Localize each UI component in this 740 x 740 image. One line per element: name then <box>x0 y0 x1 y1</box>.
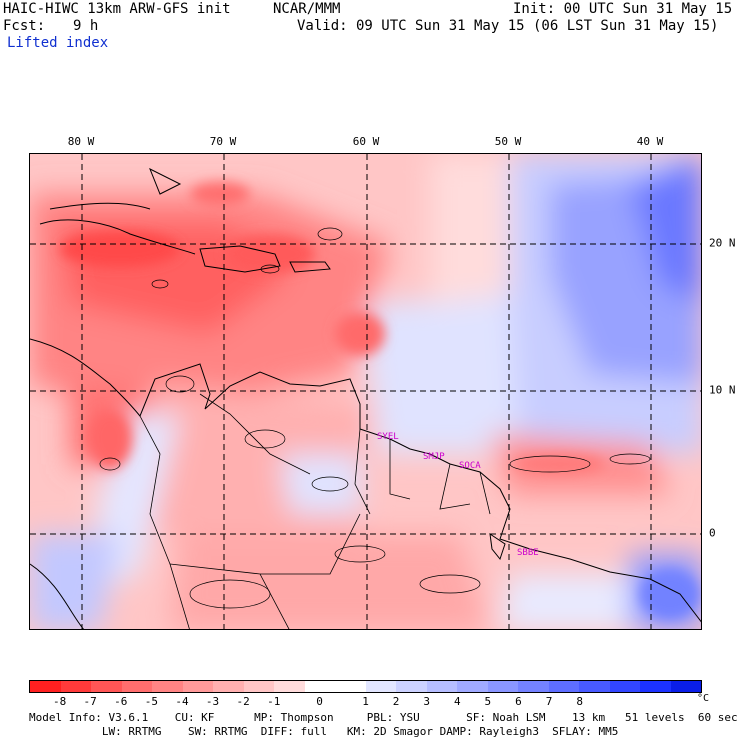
colorbar-tick-label: 0 <box>316 695 323 708</box>
field-name: Lifted index <box>7 35 109 51</box>
colorbar-cell <box>60 681 91 692</box>
colorbar-tick-label: 3 <box>423 695 430 708</box>
lat-label-20n: 20 N <box>709 236 736 250</box>
model-info-line-2: LW: RRTMG SW: RRTMG DIFF: full KM: 2D Sm… <box>29 725 619 738</box>
colorbar-cell <box>396 681 427 692</box>
colorbar-tick-label: -8 <box>52 695 67 708</box>
station-label: SBBE <box>517 548 539 558</box>
forecast-hour: 9 h <box>73 18 99 34</box>
colorbar-tick-label: 8 <box>576 695 583 708</box>
coastlines <box>30 167 701 629</box>
colorbar-tick-label: 6 <box>515 695 522 708</box>
lifted-index-map <box>29 153 702 630</box>
graticule <box>30 154 701 629</box>
colorbar-tick-label: -2 <box>236 695 250 708</box>
colorbar-cell <box>487 681 518 692</box>
lon-label-60w: 60 W <box>352 135 380 148</box>
lat-label-10n: 10 N <box>709 383 736 397</box>
colorbar-cell <box>182 681 213 692</box>
colorbar-cell <box>518 681 549 692</box>
station-label: SYEL <box>377 432 399 442</box>
colorbar <box>29 680 702 693</box>
model-title: HAIC-HIWC 13km ARW-GFS init <box>3 1 231 17</box>
forecast-label: Fcst: <box>3 18 46 34</box>
colorbar-tick-label: -5 <box>144 695 158 708</box>
colorbar-tick-label: 5 <box>484 695 492 708</box>
colorbar-cell <box>30 681 61 692</box>
colorbar-cell <box>213 681 244 692</box>
colorbar-tick-label: 7 <box>545 695 553 708</box>
colorbar-tick-label: -6 <box>114 695 128 708</box>
colorbar-cell <box>243 681 274 692</box>
map-canvas <box>30 154 701 629</box>
colorbar-cell <box>365 681 396 692</box>
colorbar-tick-label: 1 <box>362 695 369 708</box>
station-label: SOCA <box>459 461 481 471</box>
colorbar-tick-label: 2 <box>392 695 400 708</box>
colorbar-cell <box>609 681 640 692</box>
lon-label-80w: 80 W <box>67 135 95 148</box>
colorbar-cell <box>579 681 610 692</box>
colorbar-tick-label: -1 <box>267 695 281 708</box>
colorbar-tick-label: 4 <box>453 695 461 708</box>
colorbar-cell <box>91 681 122 692</box>
colorbar-unit: °C <box>697 693 710 704</box>
lat-label-equator: 0 <box>709 526 716 540</box>
lon-label-70w: 70 W <box>209 135 237 148</box>
lon-label-50w: 50 W <box>494 135 522 148</box>
colorbar-cell <box>548 681 579 692</box>
country-borders <box>139 393 491 629</box>
station-label: SMJP <box>423 452 445 462</box>
colorbar-cell <box>274 681 305 692</box>
valid-time: Valid: 09 UTC Sun 31 May 15 (06 LST Sun … <box>297 18 719 34</box>
init-time: Init: 00 UTC Sun 31 May 15 <box>513 1 733 17</box>
colorbar-cell <box>426 681 457 692</box>
colorbar-tick-label: -3 <box>205 695 220 708</box>
colorbar-cell <box>152 681 183 692</box>
colorbar-cell <box>640 681 671 692</box>
contour-lines <box>99 227 651 609</box>
colorbar-cell <box>304 681 335 692</box>
org-label: NCAR/MMM <box>273 1 341 17</box>
colorbar-cell <box>335 681 366 692</box>
colorbar-cell <box>121 681 152 692</box>
colorbar-cell <box>670 681 701 692</box>
colorbar-cell <box>457 681 488 692</box>
colorbar-tick-label: -7 <box>83 695 97 708</box>
model-info-line-1: Model Info: V3.6.1 CU: KF MP: Thompson P… <box>29 711 738 724</box>
lon-label-40w: 40 W <box>636 135 664 148</box>
colorbar-tick-label: -4 <box>175 695 189 708</box>
